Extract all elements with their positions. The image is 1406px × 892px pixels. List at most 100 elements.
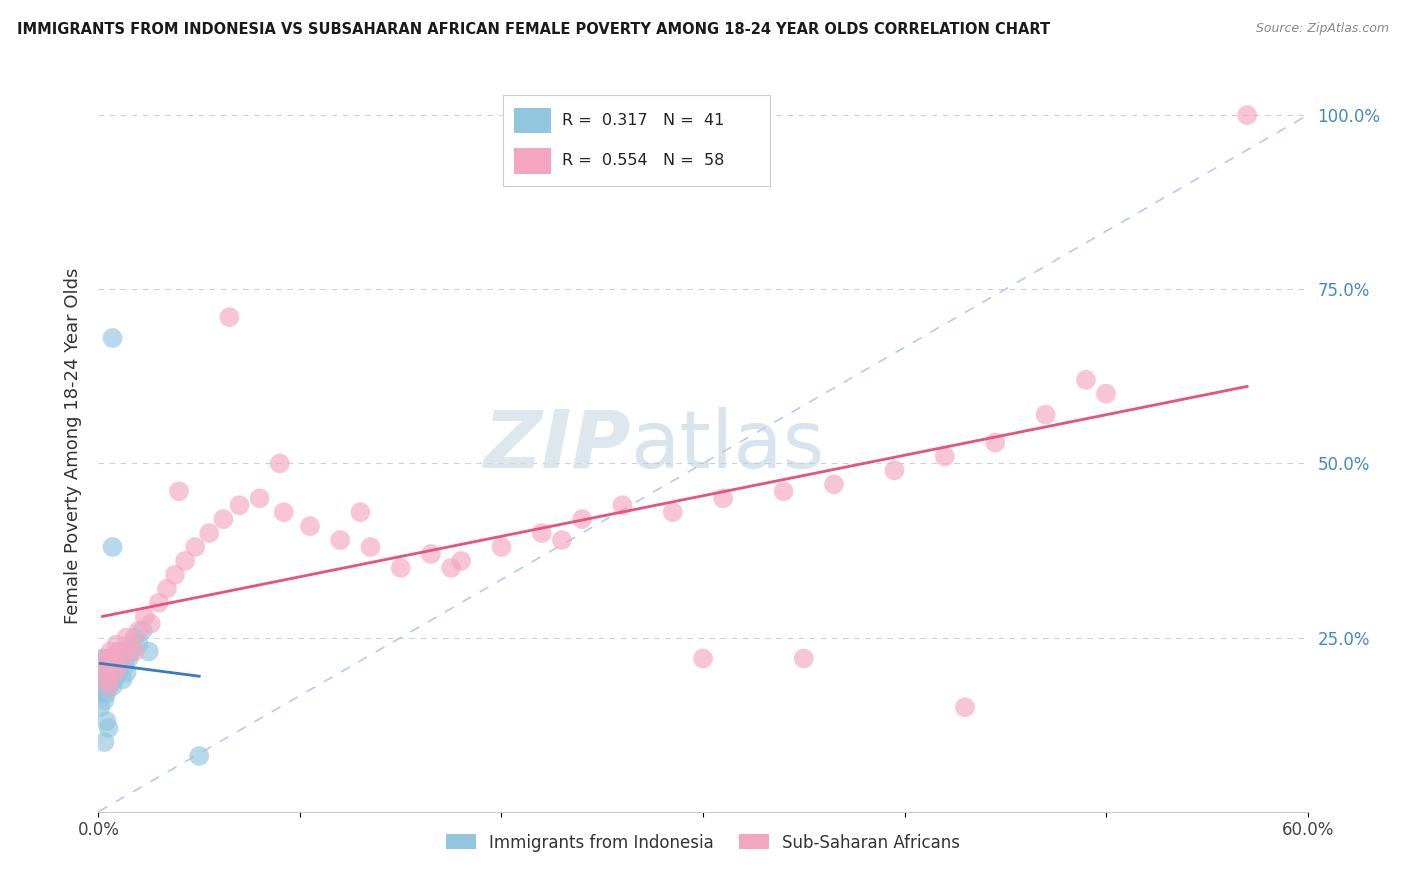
Point <box>97 665 120 680</box>
Point <box>184 540 207 554</box>
Point <box>148 596 170 610</box>
Point <box>269 457 291 471</box>
Point <box>273 505 295 519</box>
Point <box>299 519 322 533</box>
Point <box>389 561 412 575</box>
Point <box>101 331 124 345</box>
Text: atlas: atlas <box>630 407 825 485</box>
Point <box>107 665 129 680</box>
Point <box>530 526 553 541</box>
Point <box>111 651 134 665</box>
Point <box>107 644 129 658</box>
Point <box>212 512 235 526</box>
Point <box>110 651 132 665</box>
Point <box>138 644 160 658</box>
Point <box>134 609 156 624</box>
Point <box>93 665 115 680</box>
Y-axis label: Female Poverty Among 18-24 Year Olds: Female Poverty Among 18-24 Year Olds <box>63 268 82 624</box>
Point <box>349 505 371 519</box>
Point <box>103 658 125 673</box>
Point <box>101 665 124 680</box>
Point <box>93 658 115 673</box>
Legend: Immigrants from Indonesia, Sub-Saharan Africans: Immigrants from Indonesia, Sub-Saharan A… <box>439 827 967 858</box>
Point <box>823 477 845 491</box>
Point <box>167 484 190 499</box>
Point <box>110 644 132 658</box>
Point <box>450 554 472 568</box>
Point <box>89 679 111 693</box>
Point <box>97 679 120 693</box>
Point <box>111 673 134 687</box>
Point <box>440 561 463 575</box>
Point <box>97 721 120 735</box>
Point <box>934 450 956 464</box>
Point <box>100 644 122 658</box>
Point <box>128 638 150 652</box>
Point <box>953 700 976 714</box>
Point <box>93 679 115 693</box>
Point <box>1035 408 1057 422</box>
Point <box>97 673 120 687</box>
Point <box>97 651 120 665</box>
Point <box>93 735 115 749</box>
Point <box>93 651 115 665</box>
Point <box>101 651 124 665</box>
Point <box>124 631 146 645</box>
Point <box>360 540 382 554</box>
Point <box>114 658 136 673</box>
Point <box>198 526 221 541</box>
Point <box>1074 373 1097 387</box>
Point <box>124 644 146 658</box>
Point <box>105 638 128 652</box>
Point <box>96 651 118 665</box>
Point <box>218 310 240 325</box>
Point <box>91 673 114 687</box>
Point <box>228 498 250 512</box>
Point <box>100 673 122 687</box>
Point <box>89 700 111 714</box>
Point <box>139 616 162 631</box>
Point <box>101 679 124 693</box>
Point <box>107 658 129 673</box>
Point <box>420 547 443 561</box>
Point <box>96 686 118 700</box>
Point <box>91 651 114 665</box>
Point <box>89 665 111 680</box>
Point <box>128 624 150 638</box>
Point <box>329 533 352 547</box>
Point <box>571 512 593 526</box>
Point <box>96 658 118 673</box>
Point <box>132 624 155 638</box>
Point <box>249 491 271 506</box>
Point <box>612 498 634 512</box>
Point <box>118 651 141 665</box>
Point <box>661 505 683 519</box>
Point <box>1095 386 1118 401</box>
Point <box>491 540 513 554</box>
Point <box>984 435 1007 450</box>
Point <box>188 749 211 764</box>
Point <box>91 686 114 700</box>
Point <box>103 665 125 680</box>
Point <box>93 693 115 707</box>
Point <box>692 651 714 665</box>
Point <box>101 540 124 554</box>
Text: Source: ZipAtlas.com: Source: ZipAtlas.com <box>1256 22 1389 36</box>
Point <box>115 665 138 680</box>
Text: ZIP: ZIP <box>484 407 630 485</box>
Point <box>772 484 794 499</box>
Point <box>156 582 179 596</box>
Point <box>163 567 186 582</box>
Point <box>105 651 128 665</box>
Point <box>103 673 125 687</box>
Point <box>120 644 142 658</box>
Point <box>711 491 734 506</box>
Point <box>551 533 574 547</box>
Point <box>793 651 815 665</box>
Point <box>174 554 197 568</box>
Point <box>100 658 122 673</box>
Point <box>91 665 114 680</box>
Point <box>96 673 118 687</box>
Text: IMMIGRANTS FROM INDONESIA VS SUBSAHARAN AFRICAN FEMALE POVERTY AMONG 18-24 YEAR : IMMIGRANTS FROM INDONESIA VS SUBSAHARAN … <box>17 22 1050 37</box>
Point <box>97 679 120 693</box>
